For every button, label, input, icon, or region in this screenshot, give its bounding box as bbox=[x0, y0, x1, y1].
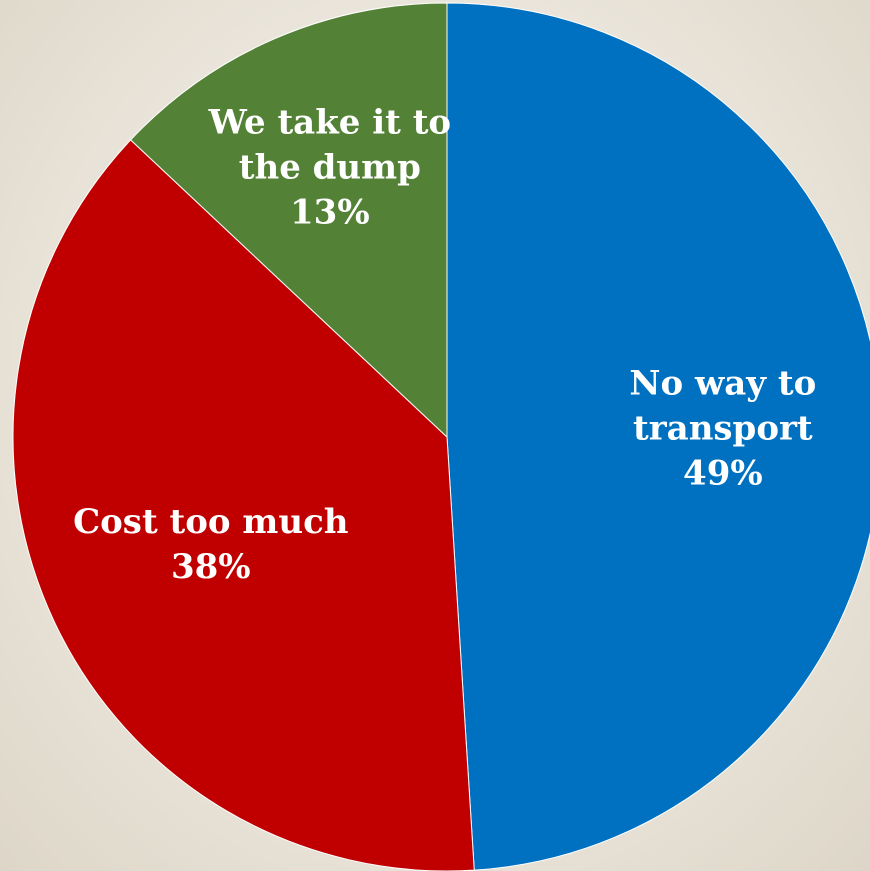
data-label-percent: 13% bbox=[290, 192, 370, 232]
data-label-no-way-to-transport: No way to transport 49% bbox=[629, 364, 816, 494]
labels-layer: No way to transport 49% Cost too much 38% We … bbox=[73, 102, 816, 587]
data-label-line: We take it to bbox=[208, 102, 451, 142]
pie-slice-cost-too-much bbox=[12, 139, 475, 871]
pie-slice-no-way-to-transport bbox=[446, 2, 870, 871]
data-label-cost-too-much: Cost too much 38% bbox=[73, 502, 348, 587]
slices-layer bbox=[12, 2, 870, 871]
data-label-percent: 49% bbox=[683, 454, 763, 494]
data-label-line: the dump bbox=[239, 147, 421, 187]
data-label-line: No way to bbox=[629, 364, 816, 404]
data-label-line: transport bbox=[633, 409, 813, 449]
data-label-line: Cost too much bbox=[73, 502, 348, 542]
data-label-percent: 38% bbox=[171, 547, 251, 587]
data-label-we-take-it-to-the-dump: We take it to the dump 13% bbox=[208, 102, 451, 232]
pie-slice-we-take-it-to-the-dump bbox=[129, 2, 448, 439]
